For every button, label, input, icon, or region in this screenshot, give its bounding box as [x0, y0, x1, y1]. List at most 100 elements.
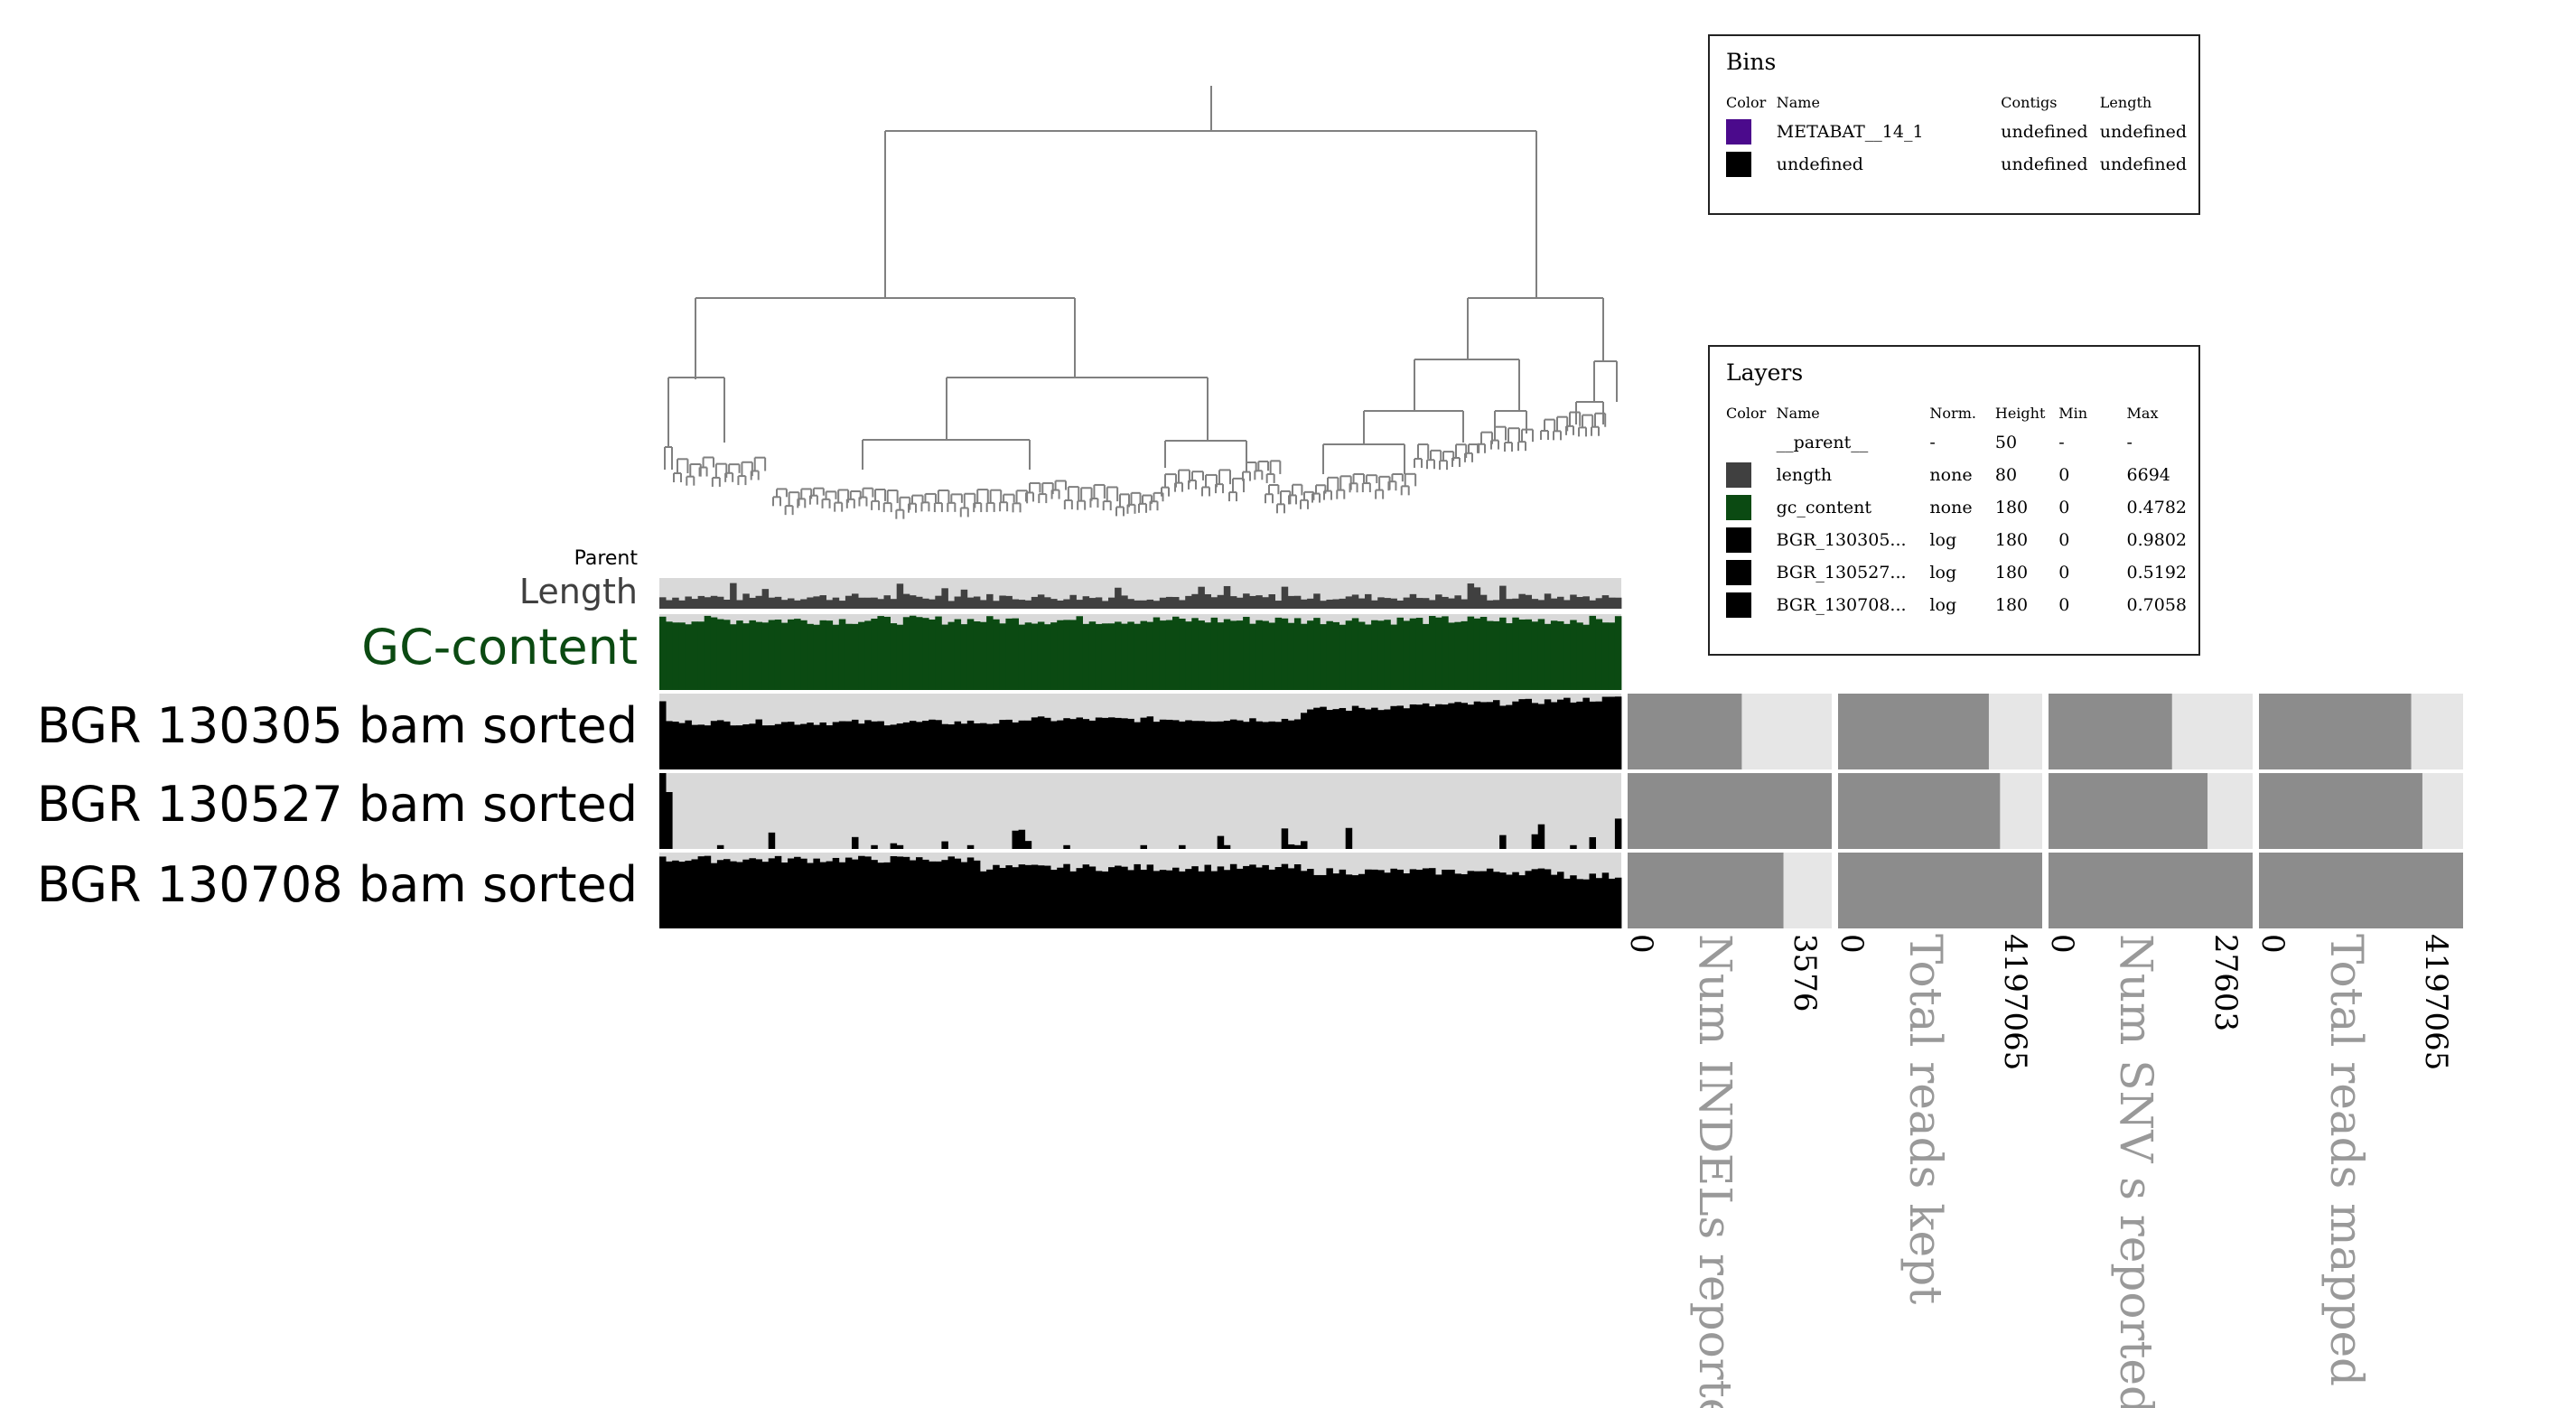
sample-130708-track-bar — [1371, 869, 1378, 928]
sample-130708-track-bar — [1101, 871, 1109, 928]
sample-130305-track-bar — [768, 725, 776, 769]
sample-130708-track-bar — [1301, 871, 1308, 928]
gc-content-track-bar — [896, 624, 904, 690]
sample-130305-track-bar — [1390, 705, 1397, 769]
sample-130305-track-bar — [1448, 703, 1455, 769]
length-track-bar — [659, 597, 667, 609]
length-track-bar — [1429, 600, 1436, 609]
layer-color-swatch[interactable] — [1726, 462, 1751, 488]
gc-content-track-bar — [986, 616, 994, 690]
layer-norm: log — [1929, 563, 1957, 583]
gc-content-track-bar — [1127, 621, 1134, 690]
bins-contigs-header: Contigs — [2001, 93, 2058, 111]
sample-130305-track-bar — [1403, 708, 1411, 769]
layers-legend: Layers Color Name Norm. Height Min Max _… — [1708, 345, 2200, 656]
layer-max: - — [2126, 433, 2133, 452]
length-track-bar — [697, 595, 705, 609]
length-track-bar — [1063, 599, 1070, 609]
length-track-bar — [877, 599, 884, 609]
sample-130305-track-bar — [1461, 703, 1468, 769]
length-track-bar — [1422, 598, 1430, 609]
sample-130708-track-bar — [1422, 868, 1430, 928]
sample-130305-track-bar — [1525, 698, 1532, 769]
sample-130708-track-bar — [704, 855, 712, 928]
sample-130305-track-bar — [941, 723, 948, 769]
layer-color-swatch[interactable] — [1726, 495, 1751, 520]
sample-130708-track-bar — [980, 871, 987, 928]
length-track-bar — [1448, 598, 1455, 609]
sample-130708-track-bar — [883, 862, 891, 928]
gc-content-track-bar — [1442, 616, 1449, 690]
gc-content-track-bar — [1140, 620, 1147, 690]
layers-min-header: Min — [2058, 404, 2088, 422]
gc-content-track-bar — [1018, 624, 1026, 690]
sample-130708-track-bar — [1339, 869, 1347, 928]
sample-130708-track-bar — [1493, 872, 1500, 928]
gc-content-track-bar — [1108, 623, 1115, 690]
gc-content-track-bar — [838, 619, 846, 690]
length-track-bar — [1127, 599, 1134, 609]
layers-height-header: Height — [1994, 404, 2046, 422]
length-track-bar — [1499, 585, 1507, 609]
sample-130305-track-bar — [704, 725, 712, 769]
sample-130305-track-bar — [710, 721, 718, 769]
bin-row[interactable]: METABAT__14_1 undefined undefined — [1722, 116, 2192, 148]
sample-130708-track-bar — [730, 861, 737, 928]
bin-row[interactable]: undefined undefined undefined — [1722, 148, 2192, 181]
length-track-bar — [1031, 596, 1039, 609]
length-track-bar — [1037, 594, 1045, 609]
gc-content-track-bar — [730, 624, 737, 690]
sample-130708-track-bar — [1409, 869, 1417, 928]
sample-130305-track-bar — [1210, 721, 1218, 769]
length-track-bar — [1531, 599, 1539, 609]
gc-content-track-bar — [1467, 616, 1475, 690]
layer-color-swatch[interactable] — [1726, 560, 1751, 585]
sample-130708-track-bar — [1525, 871, 1532, 928]
bin-color-swatch[interactable] — [1726, 152, 1751, 177]
gc-content-track-bar — [755, 621, 762, 690]
sample-130527-track-bar — [768, 832, 776, 849]
sample-130527-track-bar — [716, 844, 724, 849]
sample-130305-track-bar — [1544, 699, 1552, 769]
gc-content-track-bar — [1172, 616, 1180, 690]
gc-content-track-bar — [1461, 620, 1468, 690]
layer-color-swatch[interactable] — [1726, 592, 1751, 618]
sample-130305-track-bar — [1134, 722, 1141, 769]
bar-chart-title: Num INDELs reported — [1689, 934, 1741, 1408]
sample-130305-track-bar — [1031, 717, 1039, 769]
length-track-bar — [1243, 593, 1250, 609]
gc-content-track-bar — [941, 624, 948, 690]
sample-130708-track-bar — [1069, 871, 1077, 928]
sample-130305-track-bar — [807, 723, 814, 769]
sample-130708-track-bar — [999, 867, 1006, 928]
length-track-bar — [1409, 593, 1417, 609]
bins-length-header: Length — [2099, 93, 2152, 111]
sample-130708-track-bar — [1121, 866, 1128, 928]
length-track-bar — [813, 596, 820, 609]
gc-content-track-bar — [980, 621, 987, 690]
sample-130708-track-bar — [826, 861, 834, 928]
sample-130527-track-bar — [896, 844, 904, 849]
sample-130708-track-bar — [960, 862, 968, 928]
gc-content-track-bar — [1525, 619, 1532, 690]
length-track-bar — [1249, 595, 1256, 609]
bar — [1838, 853, 2042, 928]
gc-content-track-bar — [1069, 620, 1077, 690]
gc-content-track-bar — [1345, 620, 1353, 690]
sample-130305-track-bar — [1473, 701, 1481, 769]
layers-name-header: Name — [1776, 404, 1820, 422]
bar-chart-title: Total reads mapped — [2320, 934, 2373, 1386]
length-track-bar — [896, 583, 904, 609]
sample-130305-track-bar — [916, 722, 923, 769]
length-track-bar — [1134, 600, 1141, 609]
sample-130305-track-bar — [678, 723, 686, 769]
sample-130708-track-bar — [1050, 870, 1058, 928]
length-track-bar — [1044, 597, 1051, 609]
gc-content-track-bar — [852, 623, 859, 690]
length-track-bar — [819, 595, 826, 609]
bin-color-swatch[interactable] — [1726, 119, 1751, 145]
layer-color-swatch[interactable] — [1726, 527, 1751, 553]
dendrogram — [664, 86, 1618, 519]
length-track-bar — [1614, 597, 1622, 609]
gc-content-track-bar — [1544, 623, 1552, 690]
